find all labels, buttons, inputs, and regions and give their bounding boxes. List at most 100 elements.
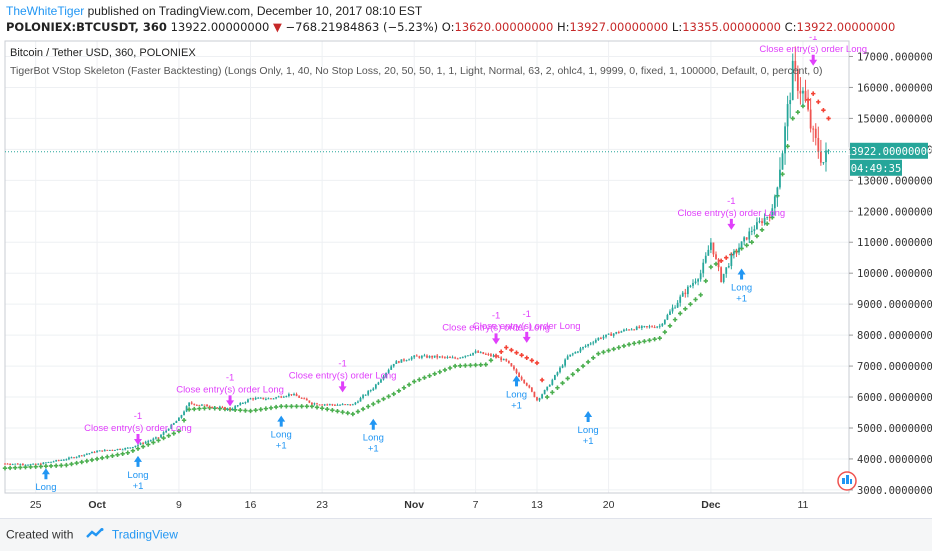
- stop-marker: [468, 363, 473, 368]
- y-tick-label: 16000.00000000: [857, 82, 932, 94]
- candle-body: [804, 90, 807, 102]
- stop-marker: [724, 255, 729, 260]
- stop-marker: [647, 338, 652, 343]
- down-arrow-icon: ▼: [273, 20, 282, 34]
- candle-body: [252, 398, 254, 400]
- exit-label: Close entry(s) order Long: [84, 423, 192, 434]
- candle-body: [628, 329, 630, 331]
- candle-body: [582, 346, 584, 349]
- candle-body: [114, 449, 116, 451]
- time-axis[interactable]: 25 Oct 9 16 23 Nov 7 13 20 Dec 11: [30, 499, 809, 511]
- candle-body: [587, 344, 590, 346]
- stop-marker: [161, 435, 166, 441]
- stop-marker: [94, 456, 100, 462]
- candle-body: [510, 363, 513, 367]
- author-link[interactable]: TheWhiteTiger: [6, 4, 85, 18]
- candle-body: [73, 457, 75, 459]
- scale-badge-icon[interactable]: [837, 471, 857, 491]
- tradingview-logo-icon[interactable]: [85, 527, 105, 544]
- candle-body: [446, 357, 449, 359]
- entry-arrow-icon: [133, 455, 142, 467]
- price-axis[interactable]: 3000.00000000 4000.00000000 5000.00000000 6…: [849, 51, 932, 497]
- stop-marker: [688, 301, 693, 307]
- stop-marker: [186, 407, 192, 412]
- study-legend[interactable]: TigerBot VStop Skeleton (Faster Backtest…: [10, 65, 822, 77]
- candle-body: [231, 408, 234, 410]
- candle-body: [556, 372, 559, 376]
- stop-marker: [64, 462, 69, 468]
- candle-body: [623, 329, 625, 332]
- x-tick-label: 25: [30, 499, 42, 511]
- candle-body: [144, 441, 147, 444]
- candle-body: [211, 407, 214, 409]
- y-tick-label: 11000.00000000: [857, 237, 932, 249]
- candle-body: [518, 373, 520, 377]
- exit-arrow-icon: [338, 381, 347, 393]
- stop-marker: [488, 358, 494, 363]
- candle-body: [666, 314, 669, 320]
- candle-body: [827, 150, 830, 152]
- candle-body: [779, 169, 781, 188]
- candle-body: [390, 366, 393, 370]
- stop-marker: [371, 401, 376, 407]
- candle-body: [763, 217, 766, 224]
- stop-marker: [125, 450, 130, 455]
- low-label: L:: [671, 20, 683, 34]
- candle-body: [533, 391, 536, 398]
- candle-body: [397, 361, 400, 363]
- stop-marker: [550, 390, 555, 395]
- candle-body: [602, 336, 605, 339]
- x-tick-label: 23: [316, 499, 328, 511]
- candle-body: [42, 462, 45, 465]
- candle-body: [617, 332, 620, 334]
- candle-body: [559, 367, 561, 373]
- entry-arrow-icon: [41, 468, 50, 480]
- candle-body: [403, 359, 405, 361]
- candle-body: [331, 404, 334, 406]
- stop-marker: [146, 442, 151, 447]
- candle-body: [635, 326, 638, 330]
- candle-body: [525, 382, 528, 386]
- created-with: Created with TradingView: [6, 527, 178, 544]
- candle-body: [287, 394, 290, 397]
- y-tick-label: 10000.00000000: [857, 268, 932, 280]
- candle-body: [538, 398, 541, 401]
- candle-body: [646, 326, 648, 328]
- candle-body: [119, 448, 121, 450]
- candle-body: [781, 153, 784, 170]
- candle-body: [725, 267, 728, 274]
- candle-body: [326, 404, 329, 406]
- last-price: 13922.00000000: [170, 20, 270, 34]
- stop-marker: [263, 406, 269, 411]
- stop-marker: [319, 406, 325, 411]
- candle-body: [722, 273, 725, 282]
- candle-body: [139, 442, 142, 445]
- candle-body: [771, 208, 774, 218]
- exit-qty: -1: [727, 196, 735, 207]
- price-chart[interactable]: LongLong+1Long+1Long+1Long+1Long+1Long+1…: [0, 36, 932, 518]
- candle-body: [93, 451, 96, 453]
- stop-marker: [621, 343, 627, 349]
- x-tick-label: 7: [473, 499, 479, 511]
- candle-body: [193, 403, 196, 405]
- entry-label: Long: [35, 482, 56, 493]
- x-tick-label: Nov: [404, 499, 424, 511]
- candle-body: [380, 379, 382, 383]
- candle-body: [697, 279, 699, 282]
- candle-body: [190, 402, 193, 404]
- candle-body: [101, 450, 104, 452]
- candle-body: [474, 351, 477, 353]
- stop-marker: [637, 340, 642, 345]
- candle-body: [577, 351, 579, 353]
- x-tick-label: 9: [176, 499, 182, 511]
- candle-body: [6, 463, 9, 465]
- stop-marker: [504, 345, 509, 350]
- candle-body: [45, 462, 47, 464]
- symbol-label: POLONIEX:BTCUSDT, 360: [6, 20, 167, 34]
- candle-body: [758, 221, 761, 223]
- tradingview-link[interactable]: TradingView: [111, 527, 178, 542]
- high-label: H:: [556, 20, 570, 34]
- candle-body: [825, 150, 827, 163]
- candle-body: [546, 386, 549, 390]
- candle-body: [277, 396, 280, 398]
